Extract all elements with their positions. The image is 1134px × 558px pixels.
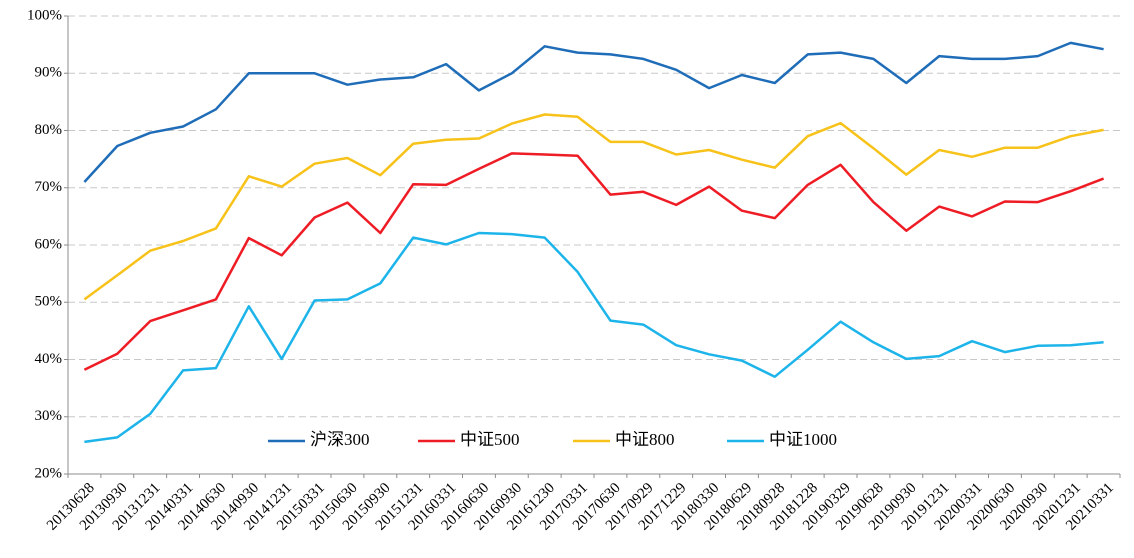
- y-tick-label: 70%: [35, 179, 63, 195]
- legend-label: 中证1000: [769, 430, 837, 449]
- series-line: [83, 152, 1105, 371]
- y-tick-label: 80%: [35, 122, 63, 138]
- y-tick-label: 40%: [35, 351, 63, 367]
- y-tick-label: 90%: [35, 65, 63, 81]
- series-line: [83, 113, 1104, 301]
- legend-label: 中证800: [615, 430, 675, 449]
- legend-label: 沪深300: [310, 430, 370, 449]
- y-tick-label: 50%: [35, 294, 63, 310]
- series-line: [84, 231, 1104, 444]
- y-tick-label: 30%: [35, 408, 63, 424]
- y-tick-label: 60%: [35, 236, 63, 252]
- series-line: [83, 41, 1104, 183]
- y-tick-label: 20%: [35, 465, 63, 481]
- y-tick-label: 100%: [27, 7, 62, 23]
- legend-label: 中证500: [460, 430, 520, 449]
